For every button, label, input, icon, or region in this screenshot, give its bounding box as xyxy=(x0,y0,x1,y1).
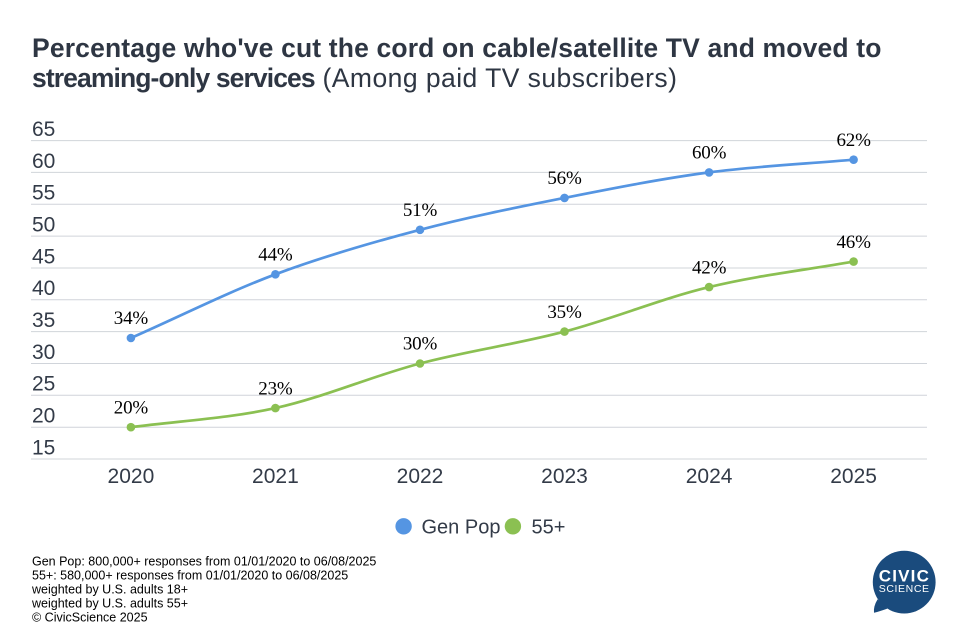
svg-text:2025: 2025 xyxy=(830,465,877,488)
svg-text:SCIENCE: SCIENCE xyxy=(879,583,930,595)
svg-text:weighted by U.S. adults 18+: weighted by U.S. adults 18+ xyxy=(31,583,188,597)
svg-text:2024: 2024 xyxy=(686,465,733,488)
svg-text:65: 65 xyxy=(32,118,55,141)
svg-text:30: 30 xyxy=(32,341,55,364)
svg-text:35: 35 xyxy=(32,309,55,332)
svg-text:© CivicScience 2025: © CivicScience 2025 xyxy=(32,611,148,625)
svg-text:2022: 2022 xyxy=(397,465,444,488)
svg-text:55+: 55+ xyxy=(532,517,566,539)
svg-text:25: 25 xyxy=(32,373,55,396)
svg-text:Percentage who've cut the cord: Percentage who've cut the cord on cable/… xyxy=(32,33,882,63)
svg-text:62%: 62% xyxy=(836,130,871,151)
svg-text:2021: 2021 xyxy=(252,465,299,488)
svg-text:50: 50 xyxy=(32,214,55,237)
svg-text:51%: 51% xyxy=(403,200,438,221)
svg-text:56%: 56% xyxy=(547,168,582,189)
svg-text:34%: 34% xyxy=(114,308,149,329)
svg-text:30%: 30% xyxy=(403,334,438,355)
svg-text:35%: 35% xyxy=(547,302,582,323)
svg-text:CIVIC: CIVIC xyxy=(879,567,930,586)
svg-text:44%: 44% xyxy=(258,245,293,266)
svg-text:46%: 46% xyxy=(836,232,871,253)
svg-text:weighted by U.S. adults 55+: weighted by U.S. adults 55+ xyxy=(31,597,188,611)
svg-text:55+: 580,000+ responses from 0: 55+: 580,000+ responses from 01/01/2020 … xyxy=(32,569,348,583)
svg-text:streaming-only services (Among: streaming-only services (Among paid TV s… xyxy=(32,63,677,93)
svg-text:55: 55 xyxy=(32,182,55,205)
svg-text:Gen Pop: 800,000+ responses fr: Gen Pop: 800,000+ responses from 01/01/2… xyxy=(32,555,376,569)
svg-text:45: 45 xyxy=(32,245,55,268)
svg-text:Gen Pop: Gen Pop xyxy=(422,517,501,539)
svg-text:15: 15 xyxy=(32,436,55,459)
svg-text:2023: 2023 xyxy=(541,465,588,488)
svg-text:2020: 2020 xyxy=(108,465,155,488)
svg-text:60%: 60% xyxy=(692,143,727,164)
svg-text:20: 20 xyxy=(32,405,55,428)
svg-text:40: 40 xyxy=(32,277,55,300)
svg-text:42%: 42% xyxy=(692,257,727,278)
svg-text:23%: 23% xyxy=(258,378,293,399)
svg-text:20%: 20% xyxy=(114,397,149,418)
svg-text:60: 60 xyxy=(32,150,55,173)
